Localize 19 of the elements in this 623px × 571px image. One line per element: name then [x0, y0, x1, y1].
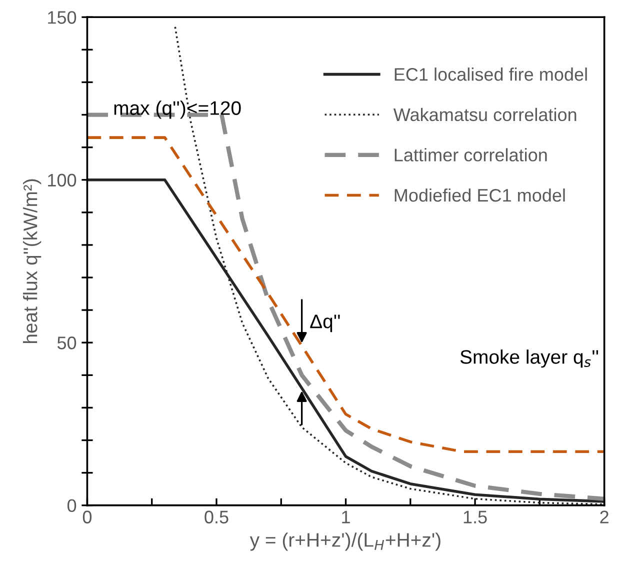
- annotation: max (q'')<=120: [114, 100, 241, 119]
- x-tick-label: 1.5: [464, 510, 487, 524]
- x-tick-label: 0: [82, 510, 92, 524]
- y-tick-label: 0: [67, 499, 76, 512]
- x-tick-label: 2: [600, 510, 608, 524]
- legend-label: EC1 localised fire model: [394, 68, 587, 81]
- y-tick-label: 50: [57, 336, 76, 350]
- y-tick-label: 150: [48, 11, 76, 24]
- y-axis-title: heat flux q''(kW/m²): [23, 179, 42, 343]
- x-axis-title: y = (r+H+z')/(L$_{H}$+H+z'): [250, 532, 440, 551]
- legend-label: Wakamatsu correlation: [393, 108, 576, 122]
- annotation: Δq'': [310, 314, 340, 332]
- y-tick-label: 100: [48, 174, 76, 187]
- legend-label: Lattimer correlation: [394, 148, 547, 162]
- annotation: Smoke layer q$_{s}$'': [460, 350, 598, 368]
- x-tick-label: 1: [342, 510, 350, 524]
- x-tick-label: 0.5: [204, 510, 228, 524]
- line-series: [87, 136, 604, 454]
- legend-label: Modiefied EC1 model: [394, 188, 565, 202]
